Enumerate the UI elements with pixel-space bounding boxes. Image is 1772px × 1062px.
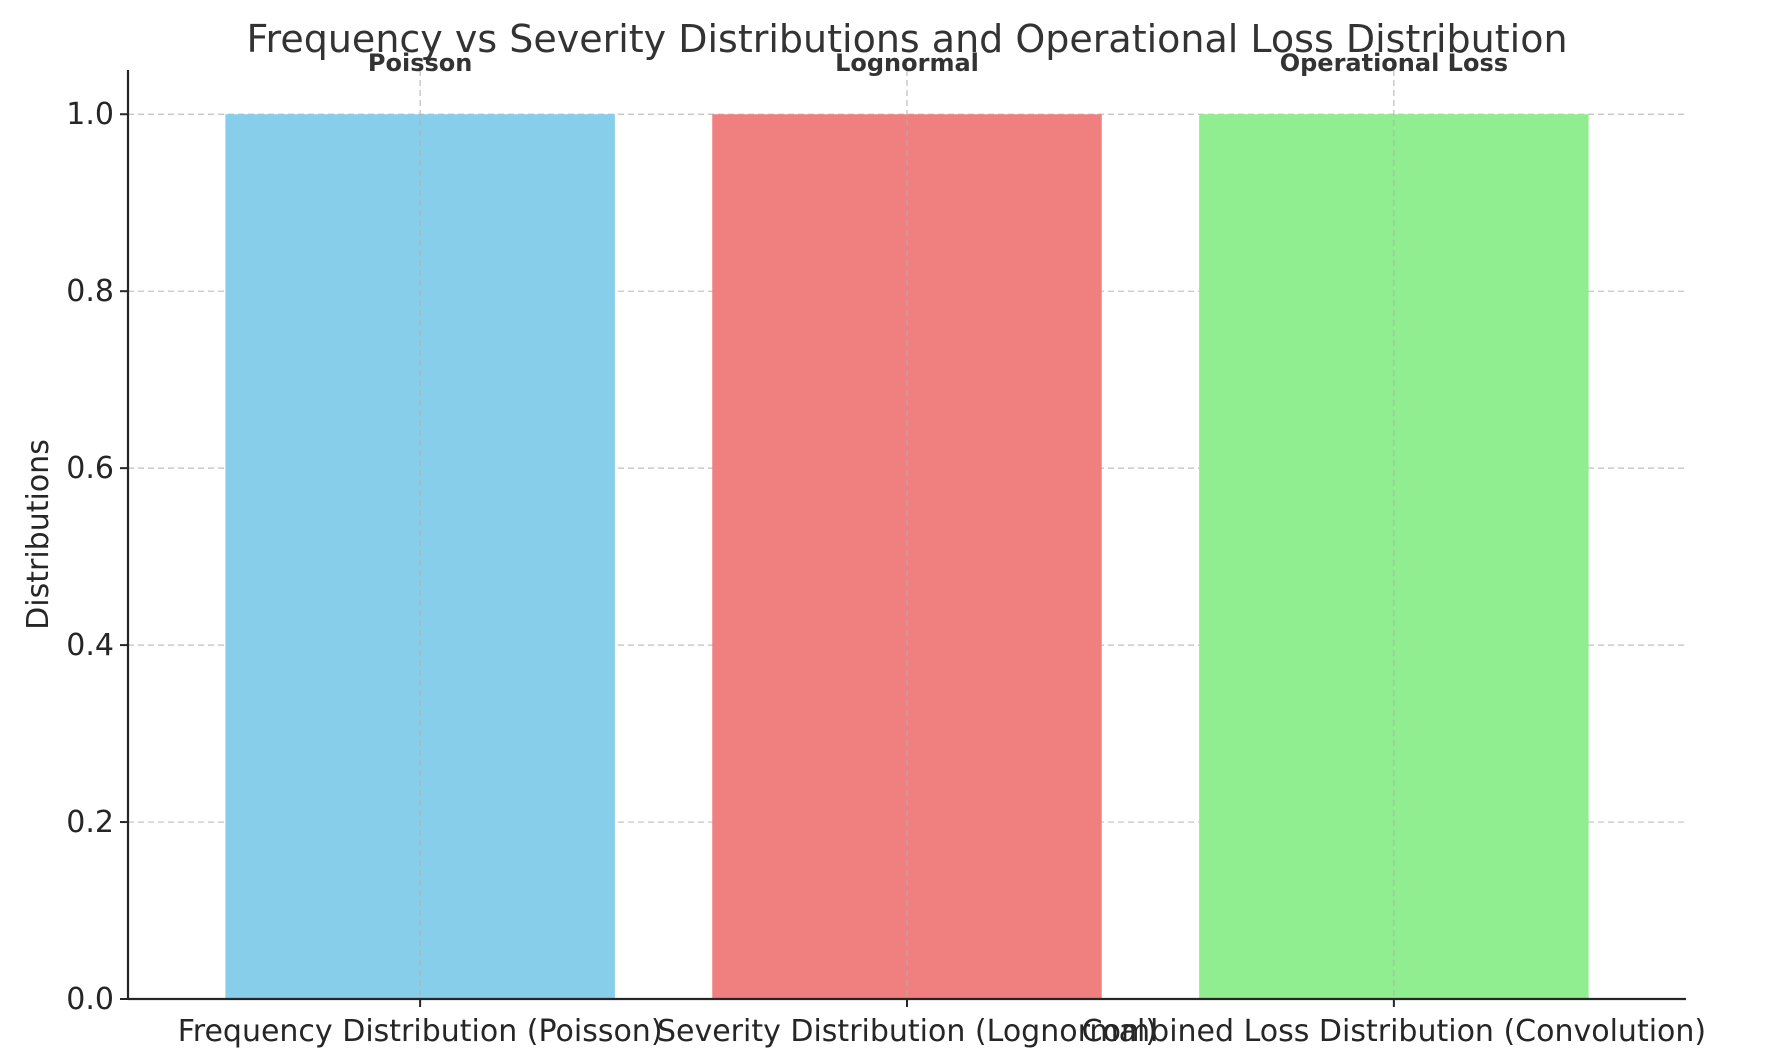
y-tick-label: 0.8 <box>66 274 114 309</box>
bar-data-label: Operational Loss <box>1280 49 1508 77</box>
ticks: 0.0 0.2 0.4 0.6 0.8 1.0 Frequency Distribution… <box>66 97 1706 1049</box>
y-axis-label: Distributions <box>21 439 56 630</box>
y-tick-label: 0.4 <box>66 628 114 663</box>
labels: Poisson Lognormal Operational Loss <box>368 49 1508 999</box>
x-tick-label: Severity Distribution (Lognormal) <box>657 1014 1157 1049</box>
bars <box>225 114 1589 999</box>
bar <box>1199 114 1589 999</box>
x-tick-label: Combined Loss Distribution (Convolution) <box>1082 1014 1707 1049</box>
y-tick-label: 0.6 <box>66 451 114 486</box>
bar-data-label: Lognormal <box>835 49 979 77</box>
y-tick-label: 0.2 <box>66 805 114 840</box>
bar <box>225 114 615 999</box>
y-tick-label: 0.0 <box>66 982 114 1017</box>
bar <box>712 114 1102 999</box>
chart-title: Frequency vs Severity Distributions and … <box>246 17 1567 61</box>
bar-data-label: Poisson <box>368 49 472 77</box>
x-tick-label: Frequency Distribution (Poisson) <box>178 1014 663 1049</box>
y-tick-label: 1.0 <box>66 97 114 132</box>
